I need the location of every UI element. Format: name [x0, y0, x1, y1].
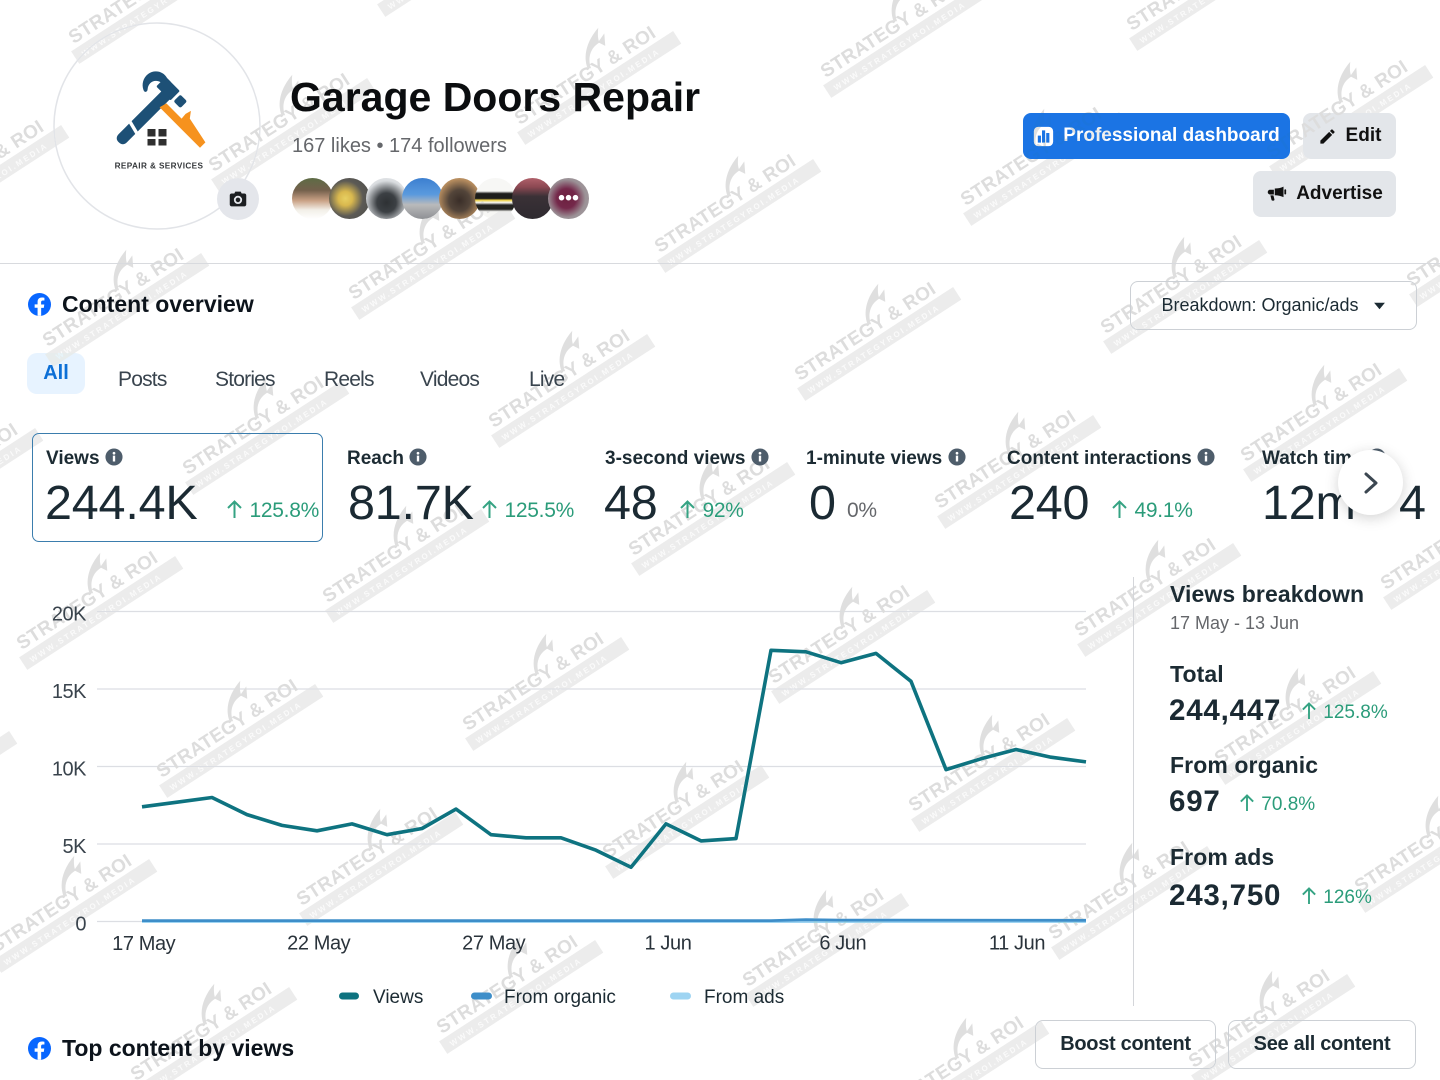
svg-text:0: 0 [75, 913, 86, 935]
svg-text:6 Jun: 6 Jun [819, 932, 866, 954]
svg-text:17 May: 17 May [112, 933, 176, 955]
svg-text:22 May: 22 May [287, 932, 351, 954]
svg-text:Views: Views [373, 987, 423, 1008]
svg-text:10K: 10K [52, 758, 87, 780]
svg-text:5K: 5K [63, 836, 88, 858]
svg-text:20K: 20K [52, 603, 87, 625]
svg-text:15K: 15K [52, 681, 87, 703]
svg-text:REPAIR & SERVICES: REPAIR & SERVICES [115, 162, 204, 171]
svg-text:11 Jun: 11 Jun [989, 932, 1045, 954]
svg-text:27 May: 27 May [462, 932, 526, 954]
svg-text:1 Jun: 1 Jun [645, 932, 692, 954]
svg-text:From ads: From ads [704, 987, 784, 1008]
svg-text:From organic: From organic [504, 987, 616, 1008]
